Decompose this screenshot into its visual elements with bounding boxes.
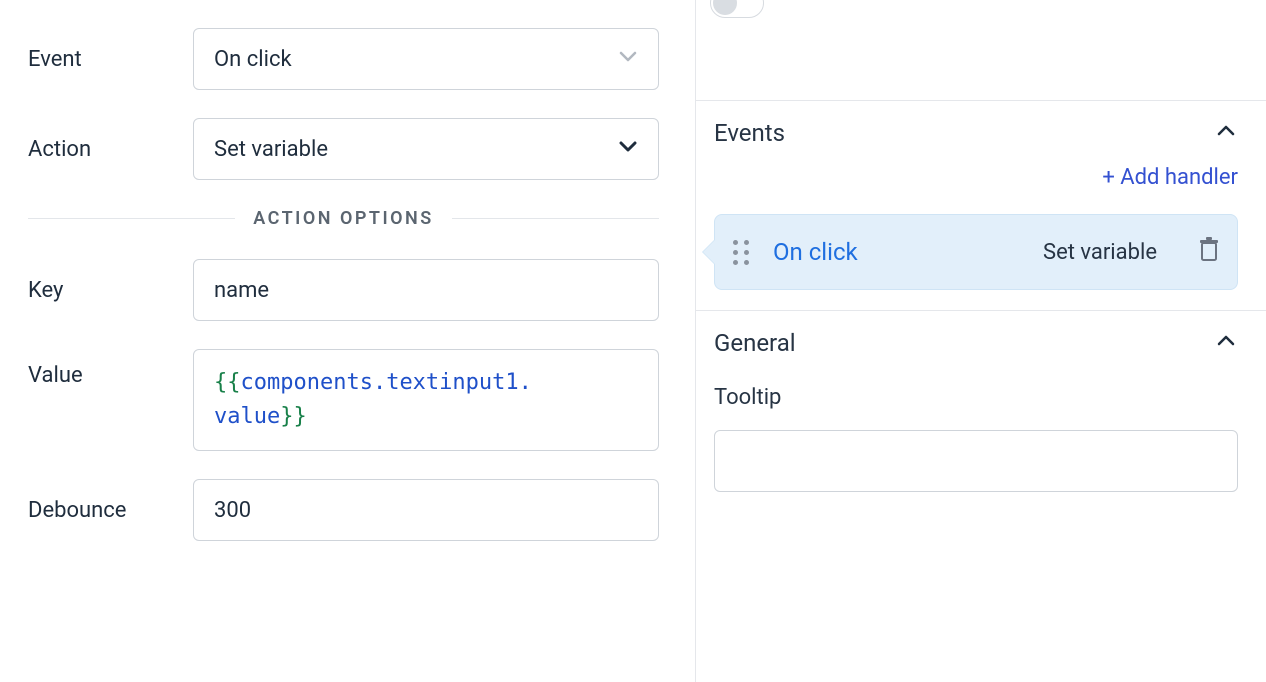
tooltip-field-label: Tooltip [714,385,1238,410]
template-expression: components.textinput1. [241,370,532,395]
toggle-row [696,0,1266,24]
value-row: Value {{components.textinput1. value}} [28,349,659,451]
debounce-input[interactable] [214,498,638,523]
key-input-wrapper [193,259,659,321]
events-section: Events + Add handler On click Set variab… [696,100,1266,310]
handler-editor-panel: Event On click Action Set variable ACTIO… [0,0,696,682]
chevron-down-icon [616,134,640,164]
chevron-up-icon [1214,119,1238,147]
event-select[interactable]: On click [193,28,659,90]
add-handler-row: + Add handler [714,155,1238,214]
key-input[interactable] [214,278,638,303]
chevron-down-icon [616,44,640,74]
toggle-switch[interactable] [710,0,764,18]
divider-line [28,218,235,219]
action-select[interactable]: Set variable [193,118,659,180]
drag-handle-icon[interactable] [733,238,753,266]
template-expression: value [214,404,280,429]
event-label: Event [28,47,193,72]
event-select-value: On click [214,47,292,72]
handler-event-label: On click [773,238,858,266]
delete-handler-button[interactable] [1197,237,1221,267]
action-row: Action Set variable [28,118,659,180]
handler-action-label: Set variable [1043,240,1157,265]
template-open-brace: {{ [214,370,241,395]
action-select-value: Set variable [214,137,328,162]
general-section: General Tooltip [696,310,1266,512]
template-close-brace: }} [280,404,307,429]
key-label: Key [28,278,193,303]
add-handler-button[interactable]: + Add handler [1102,165,1238,190]
handler-card[interactable]: On click Set variable [714,214,1238,290]
chevron-up-icon [1214,329,1238,357]
divider-line [452,218,659,219]
action-label: Action [28,137,193,162]
debounce-row: Debounce [28,479,659,541]
general-section-header[interactable]: General [714,329,1238,357]
inspector-panel: Events + Add handler On click Set variab… [696,0,1266,682]
debounce-label: Debounce [28,498,193,523]
toggle-knob [713,0,737,15]
events-section-header[interactable]: Events [714,119,1238,147]
general-section-title: General [714,329,796,357]
value-code-input[interactable]: {{components.textinput1. value}} [193,349,659,451]
key-row: Key [28,259,659,321]
events-section-title: Events [714,119,785,147]
event-row: Event On click [28,28,659,90]
trash-icon [1197,237,1221,263]
value-label: Value [28,349,193,388]
action-options-divider: ACTION OPTIONS [28,208,659,229]
debounce-input-wrapper [193,479,659,541]
action-options-title: ACTION OPTIONS [235,208,452,229]
tooltip-input[interactable] [714,430,1238,492]
handler-pointer-icon [703,240,715,264]
